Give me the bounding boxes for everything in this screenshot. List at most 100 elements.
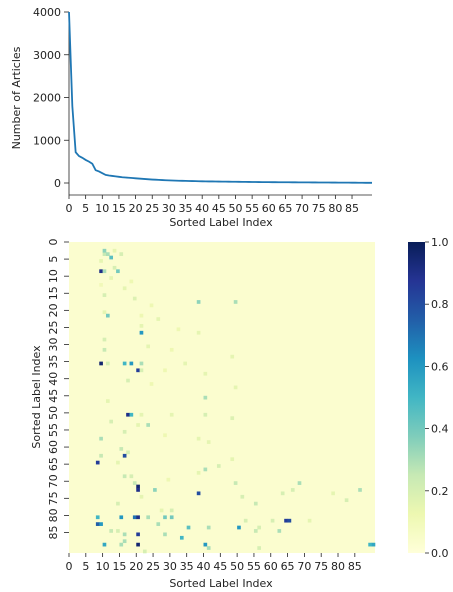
heatmap-y-tick-label: 25: [47, 320, 60, 334]
heatmap-cell: [163, 532, 167, 536]
heatmap-cell: [140, 368, 144, 372]
heatmap-cell: [240, 495, 244, 499]
heatmap-y-axis: 0 5 10 15 20 25 30 35 40 45 50 55 60 65 70 75 80 85: [47, 239, 69, 540]
line-x-tick-label: 25: [145, 202, 159, 215]
heatmap-x-label: Sorted Label Index: [169, 577, 273, 590]
heatmap-cell: [136, 423, 140, 427]
heatmap-x-tick-label: 45: [213, 560, 227, 573]
heatmap-cell: [96, 522, 100, 526]
heatmap-cell: [103, 293, 107, 297]
heatmap-cell: [177, 327, 181, 331]
line-y-tick-label: 3000: [33, 49, 61, 62]
heatmap-cell: [244, 519, 248, 523]
heatmap-cell: [123, 532, 127, 536]
line-y-tick-label: 4000: [33, 6, 61, 19]
heatmap-cell: [109, 256, 113, 260]
heatmap-cell: [99, 259, 103, 263]
heatmap-cell: [103, 543, 107, 547]
line-x-label: Sorted Label Index: [169, 216, 273, 229]
heatmap-y-tick-label: 85: [47, 525, 60, 539]
heatmap-cell: [106, 314, 110, 318]
heatmap-cell: [217, 464, 221, 468]
heatmap-x-tick-label: 80: [331, 560, 345, 573]
heatmap-cell: [116, 502, 120, 506]
heatmap-cell: [123, 474, 127, 478]
heatmap-cell: [170, 413, 174, 417]
heatmap-x-tick-label: 5: [82, 560, 89, 573]
heatmap-cell: [99, 269, 103, 273]
heatmap-cell: [130, 280, 134, 284]
heatmap-x-tick-label: 25: [146, 560, 160, 573]
heatmap-cell: [197, 331, 201, 335]
heatmap-cell: [207, 526, 211, 530]
heatmap-x-tick-label: 70: [297, 560, 311, 573]
heatmap-cell: [123, 539, 127, 543]
heatmap-cell: [106, 399, 110, 403]
colorbar-tick-label: 0.6: [431, 360, 449, 373]
heatmap-cell: [163, 515, 167, 519]
heatmap-cell: [368, 543, 372, 547]
heatmap-cell: [119, 252, 123, 256]
heatmap-cell: [136, 543, 140, 547]
heatmap-x-axis: 0 5 10 15 20 25 30 35 40 45 50 55 60 65 70 75 80 85: [66, 553, 362, 573]
heatmap-cell: [126, 450, 130, 454]
heatmap-cell: [123, 430, 127, 434]
heatmap-cell: [116, 529, 120, 533]
heatmap-cell: [163, 433, 167, 437]
heatmap-cell: [187, 526, 191, 530]
colorbar: 0.0 0.2 0.4 0.6 0.8 1.0: [408, 236, 449, 560]
heatmap-cell: [99, 283, 103, 287]
heatmap-cell: [331, 491, 335, 495]
line-x-tick-label: 75: [312, 202, 326, 215]
heatmap-cell: [143, 550, 147, 554]
heatmap-cell: [257, 526, 261, 530]
heatmap-cell: [271, 519, 275, 523]
heatmap-y-label: Sorted Label Index: [30, 345, 43, 449]
heatmap-cell: [103, 269, 107, 273]
heatmap-cell: [183, 362, 187, 366]
heatmap-cell: [308, 519, 312, 523]
heatmap-cell: [103, 249, 107, 253]
heatmap-background: [69, 242, 375, 553]
heatmap-x-tick-label: 40: [197, 560, 211, 573]
heatmap-cell: [170, 515, 174, 519]
heatmap-cell: [109, 420, 113, 424]
heatmap-cell: [136, 515, 140, 519]
heatmap-cell: [130, 474, 134, 478]
heatmap-x-tick-label: 0: [66, 560, 73, 573]
heatmap-x-tick-label: 15: [112, 560, 126, 573]
heatmap-cell: [136, 485, 140, 489]
heatmap-cell: [204, 372, 208, 376]
colorbar-tick-label: 0.0: [431, 547, 449, 560]
heatmap-cell: [146, 515, 150, 519]
heatmap-cell: [140, 314, 144, 318]
heatmap-cell: [281, 491, 285, 495]
heatmap-cell: [146, 345, 150, 349]
line-y-axis: 0 1000 2000 3000 4000: [33, 6, 69, 190]
heatmap-y-tick-label: 65: [47, 457, 60, 471]
line-y-tick-label: 1000: [33, 134, 61, 147]
heatmap-x-tick-label: 75: [314, 560, 328, 573]
heatmap-cell: [288, 519, 292, 523]
heatmap-cell: [126, 379, 130, 383]
heatmap-y-tick-label: 10: [47, 269, 60, 283]
heatmap-y-tick-label: 20: [47, 303, 60, 317]
line-x-tick-label: 10: [95, 202, 109, 215]
heatmap-y-tick-label: 50: [47, 406, 60, 420]
heatmap-x-tick-label: 10: [96, 560, 110, 573]
heatmap-cell: [133, 481, 137, 485]
line-x-tick-label: 0: [66, 202, 73, 215]
line-x-axis: 0 5 10 15 20 25 30 35 40 45 50 55 60 65 70 75 80 85: [66, 195, 360, 215]
heatmap-cell: [133, 515, 137, 519]
heatmap-cell: [197, 491, 201, 495]
heatmap-cell: [113, 266, 117, 270]
heatmap-cell: [237, 526, 241, 530]
line-x-tick-label: 20: [129, 202, 143, 215]
colorbar-tick-label: 0.4: [431, 423, 449, 436]
colorbar-tick-label: 0.8: [431, 298, 449, 311]
heatmap-cell: [96, 461, 100, 465]
heatmap-cell: [140, 495, 144, 499]
heatmap-cell: [234, 300, 238, 304]
heatmap-cell: [133, 297, 137, 301]
line-x-tick-label: 80: [328, 202, 342, 215]
